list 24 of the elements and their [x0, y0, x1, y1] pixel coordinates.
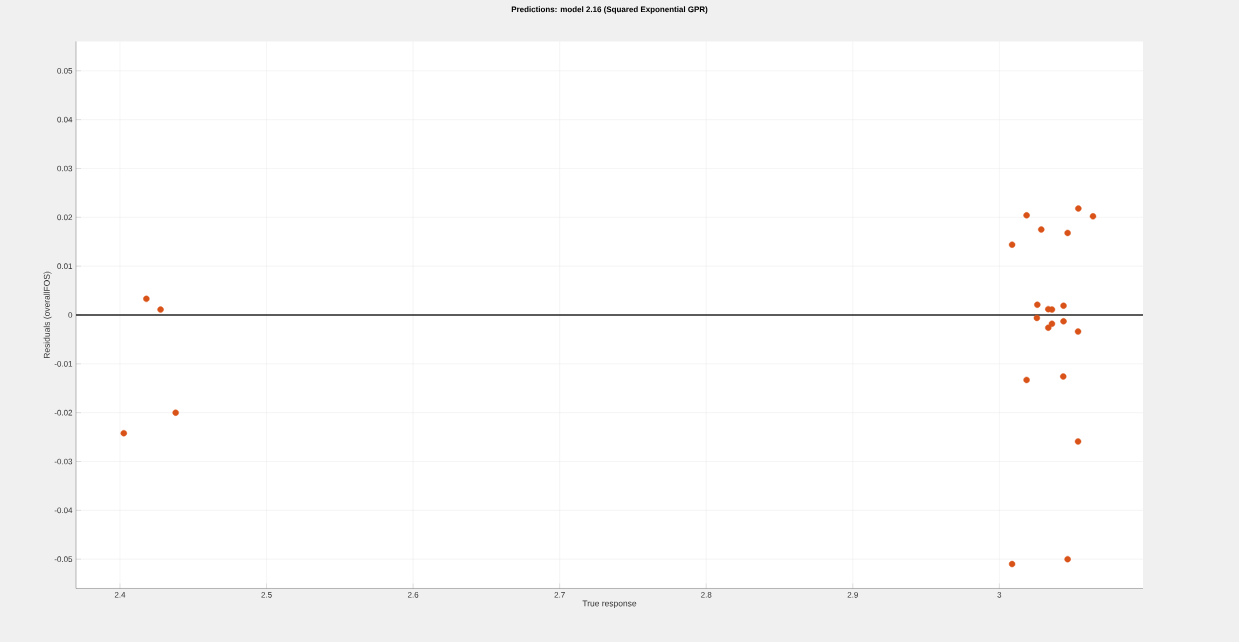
point [1045, 324, 1052, 331]
point [1074, 438, 1082, 445]
point [1048, 306, 1056, 313]
point [1064, 229, 1071, 237]
point [1075, 205, 1082, 212]
point [1060, 373, 1067, 380]
point [157, 306, 164, 313]
point [1023, 376, 1030, 384]
point [1074, 328, 1082, 335]
point [172, 409, 179, 416]
point [1034, 301, 1041, 308]
point [143, 295, 150, 303]
point [1060, 302, 1067, 309]
point [1008, 560, 1016, 568]
point [1064, 555, 1071, 563]
point [1008, 241, 1016, 248]
y-axis-title: Residuals (overallFOS) [43, 271, 52, 359]
point [1023, 212, 1030, 219]
x-axis-title: True response [582, 600, 637, 609]
point [1089, 213, 1097, 220]
point [1033, 314, 1041, 322]
point [120, 429, 127, 437]
point [1060, 318, 1067, 325]
point [1038, 226, 1045, 233]
